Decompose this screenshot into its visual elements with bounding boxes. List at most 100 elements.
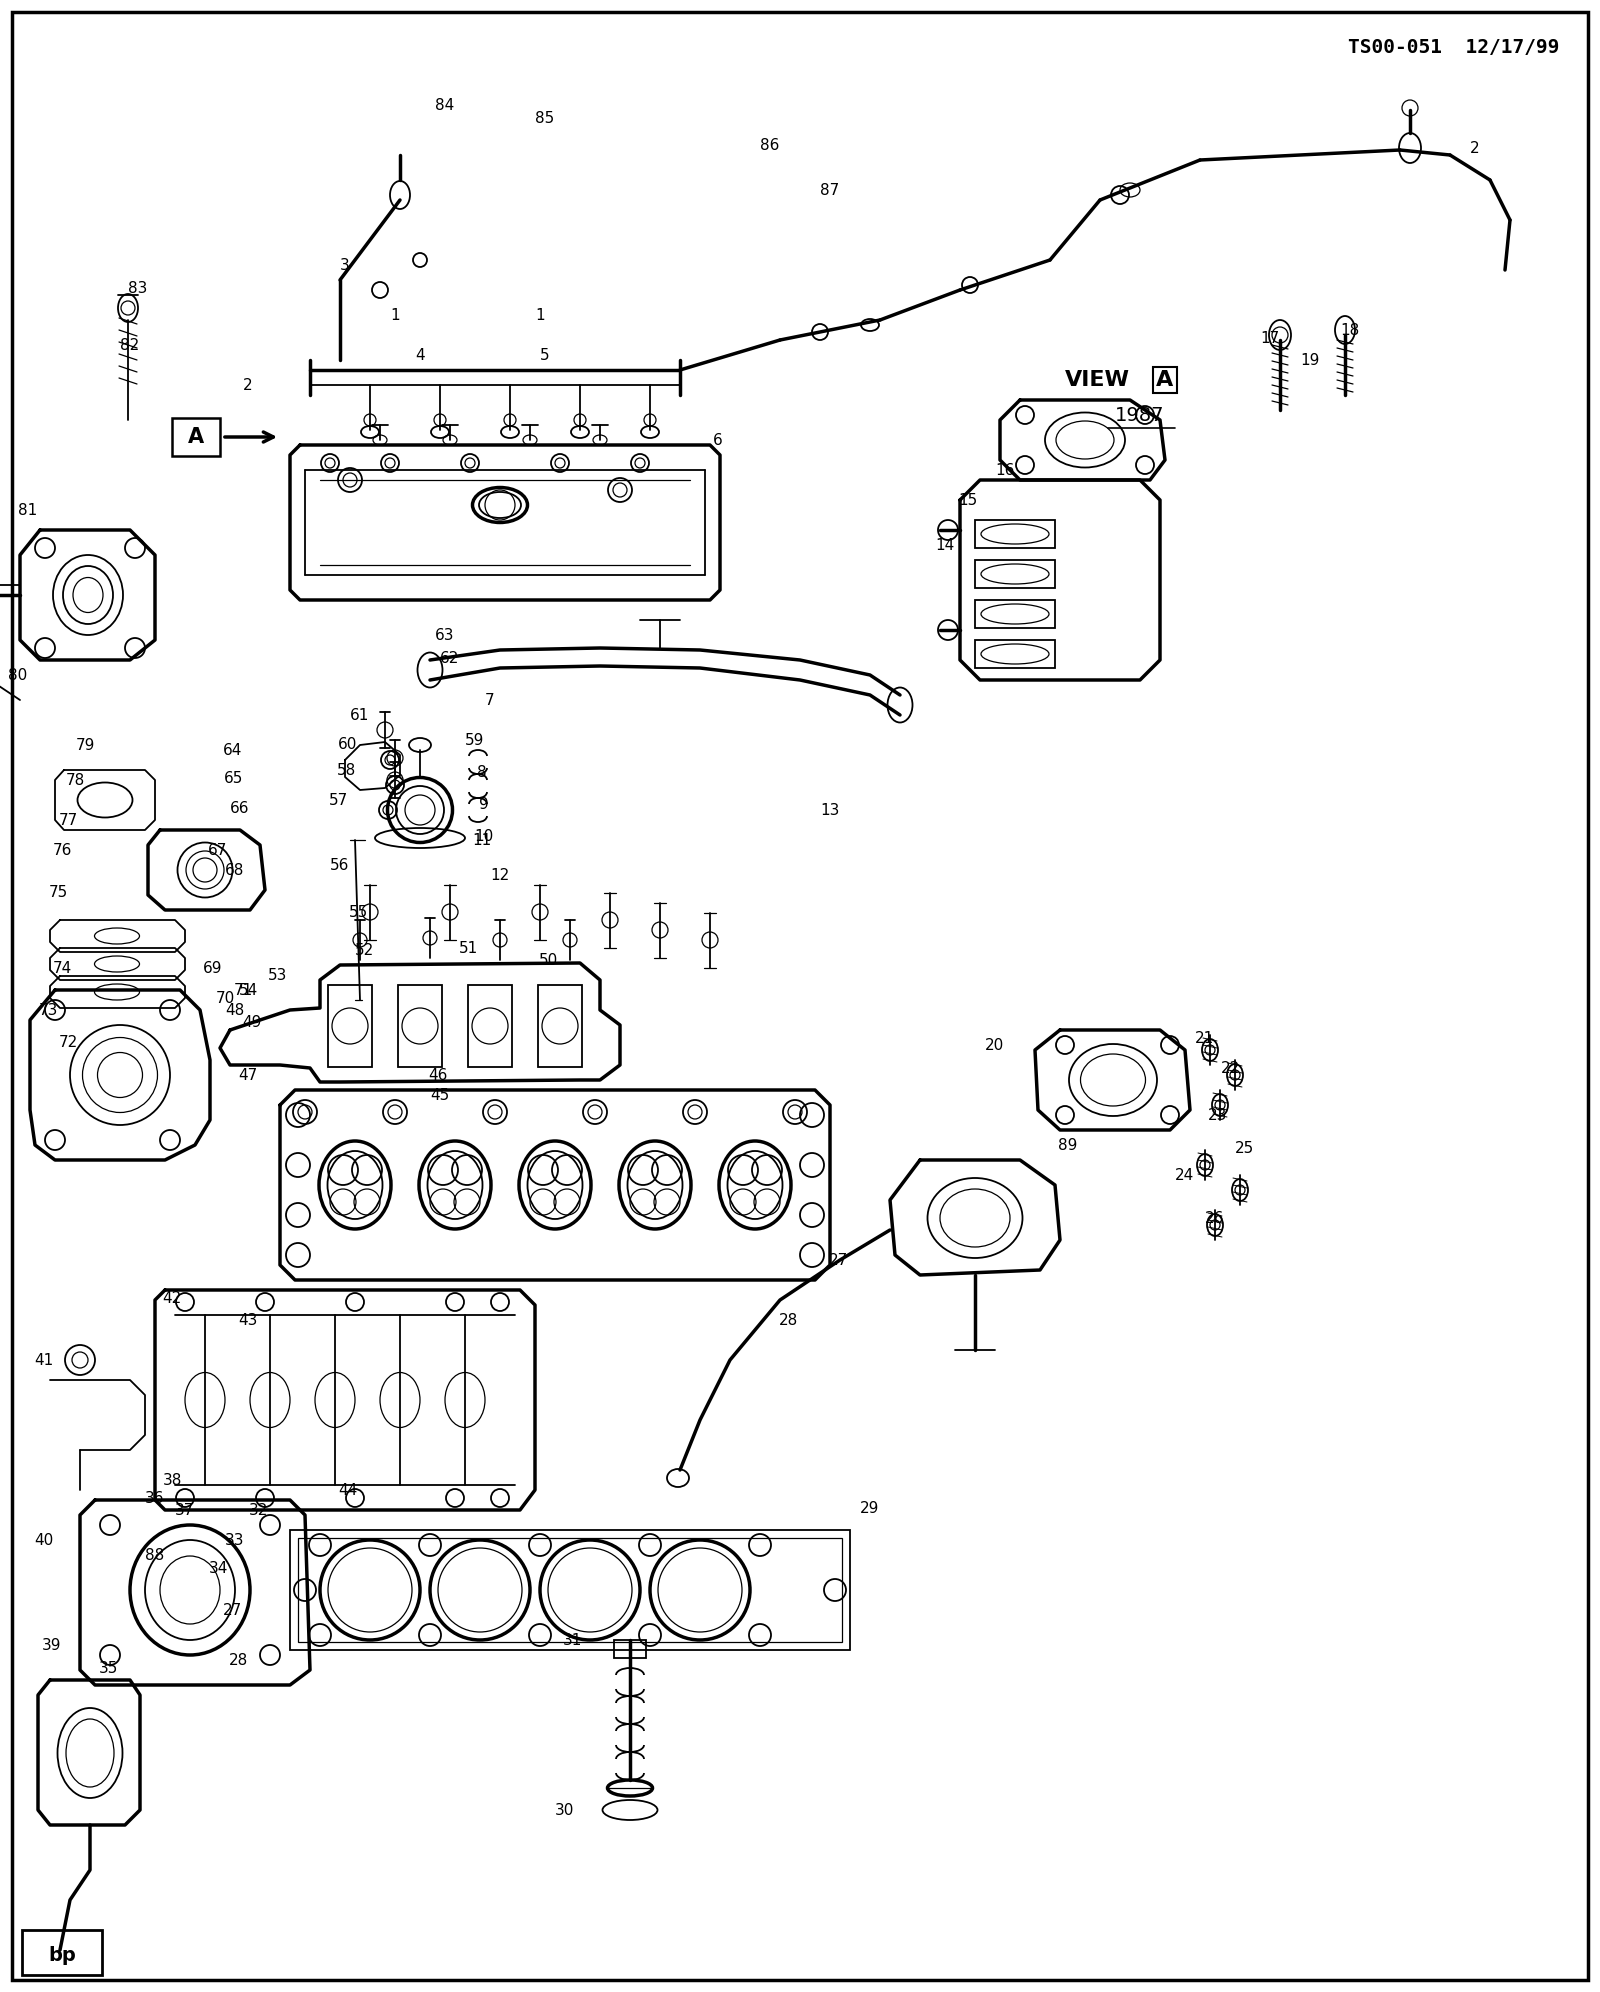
Text: 86: 86 bbox=[760, 137, 779, 153]
Text: 33: 33 bbox=[226, 1532, 245, 1548]
Text: 13: 13 bbox=[821, 803, 840, 817]
Text: 7: 7 bbox=[485, 693, 494, 707]
Text: 15: 15 bbox=[958, 492, 978, 508]
Text: 2: 2 bbox=[1470, 141, 1480, 155]
Text: 41: 41 bbox=[34, 1353, 54, 1367]
Text: 28: 28 bbox=[778, 1313, 798, 1327]
Text: 89: 89 bbox=[1058, 1137, 1078, 1153]
Text: spo: spo bbox=[1474, 1930, 1504, 1946]
Text: 57: 57 bbox=[328, 793, 347, 807]
Text: 14: 14 bbox=[936, 538, 955, 552]
Text: 47: 47 bbox=[238, 1068, 258, 1082]
Text: 76: 76 bbox=[53, 843, 72, 857]
Text: 63: 63 bbox=[435, 627, 454, 643]
Text: 34: 34 bbox=[208, 1560, 227, 1576]
Text: 1: 1 bbox=[534, 307, 546, 323]
Text: gm: gm bbox=[1475, 1902, 1502, 1916]
Text: 67: 67 bbox=[208, 843, 227, 857]
Text: 55: 55 bbox=[349, 904, 368, 920]
Text: 3: 3 bbox=[341, 257, 350, 273]
Text: 48: 48 bbox=[226, 1002, 245, 1018]
Text: 6: 6 bbox=[714, 432, 723, 448]
Text: 10: 10 bbox=[474, 829, 494, 843]
Text: 1987: 1987 bbox=[1115, 406, 1165, 424]
Text: TS00-051  12/17/99: TS00-051 12/17/99 bbox=[1349, 38, 1560, 58]
Text: 2: 2 bbox=[243, 378, 253, 392]
Text: 59: 59 bbox=[466, 733, 485, 747]
Text: 18: 18 bbox=[1341, 323, 1360, 337]
Bar bbox=[328, 984, 371, 1068]
Text: 23: 23 bbox=[1208, 1108, 1227, 1123]
Text: 22: 22 bbox=[1221, 1060, 1240, 1076]
Text: 19: 19 bbox=[1301, 353, 1320, 367]
Text: 71: 71 bbox=[234, 982, 253, 998]
Text: 51: 51 bbox=[458, 940, 478, 956]
Text: 42: 42 bbox=[162, 1291, 182, 1305]
Text: 28: 28 bbox=[229, 1653, 248, 1667]
Bar bbox=[173, 418, 221, 456]
Text: 79: 79 bbox=[75, 737, 94, 753]
Text: 88: 88 bbox=[146, 1548, 165, 1562]
Bar bbox=[538, 984, 582, 1068]
Text: 29: 29 bbox=[861, 1500, 880, 1516]
Text: 85: 85 bbox=[536, 110, 555, 125]
Text: 4: 4 bbox=[414, 347, 426, 363]
Text: 27: 27 bbox=[829, 1253, 848, 1267]
Text: 78: 78 bbox=[66, 773, 85, 787]
Text: 17: 17 bbox=[1261, 331, 1280, 345]
Text: 84: 84 bbox=[435, 98, 454, 112]
Text: 83: 83 bbox=[128, 281, 147, 295]
Bar bbox=[974, 520, 1054, 548]
Text: 87: 87 bbox=[821, 183, 840, 197]
Text: 69: 69 bbox=[203, 960, 222, 976]
Text: 50: 50 bbox=[538, 952, 558, 968]
Text: 80: 80 bbox=[8, 667, 27, 683]
Text: 30: 30 bbox=[555, 1803, 574, 1817]
Bar bbox=[298, 1538, 842, 1641]
Text: 8: 8 bbox=[477, 765, 486, 779]
Text: 53: 53 bbox=[269, 968, 288, 982]
Text: 45: 45 bbox=[430, 1088, 450, 1102]
Text: 58: 58 bbox=[336, 763, 355, 777]
Text: 54: 54 bbox=[238, 982, 258, 998]
Bar bbox=[974, 600, 1054, 627]
Text: 1: 1 bbox=[390, 307, 400, 323]
Text: bp: bp bbox=[48, 1946, 75, 1964]
Text: 72: 72 bbox=[58, 1034, 78, 1050]
Text: 37: 37 bbox=[176, 1502, 195, 1518]
Text: 73: 73 bbox=[38, 1002, 58, 1018]
Text: 77: 77 bbox=[58, 813, 78, 827]
Text: 39: 39 bbox=[42, 1637, 62, 1653]
Text: 31: 31 bbox=[562, 1633, 582, 1647]
Text: 66: 66 bbox=[230, 801, 250, 815]
Text: 49: 49 bbox=[242, 1014, 262, 1030]
Text: 46: 46 bbox=[429, 1068, 448, 1082]
Text: 36: 36 bbox=[146, 1490, 165, 1506]
Text: 9: 9 bbox=[478, 797, 490, 811]
Bar bbox=[467, 984, 512, 1068]
Text: 68: 68 bbox=[226, 863, 245, 878]
Text: 40: 40 bbox=[34, 1532, 54, 1548]
Text: 5: 5 bbox=[541, 347, 550, 363]
Text: 12: 12 bbox=[490, 867, 510, 882]
Text: 26: 26 bbox=[1205, 1211, 1224, 1225]
Text: 52: 52 bbox=[355, 942, 374, 958]
Bar bbox=[290, 1530, 850, 1649]
Text: VIEW: VIEW bbox=[1066, 371, 1130, 390]
Text: 75: 75 bbox=[48, 884, 67, 900]
Text: A: A bbox=[1157, 371, 1174, 390]
Text: 35: 35 bbox=[98, 1661, 118, 1675]
Text: 27: 27 bbox=[222, 1602, 242, 1618]
Text: 44: 44 bbox=[338, 1482, 358, 1498]
Text: 74: 74 bbox=[53, 960, 72, 976]
Text: 56: 56 bbox=[330, 857, 350, 872]
Text: 60: 60 bbox=[338, 737, 358, 751]
Bar bbox=[22, 1930, 102, 1974]
Text: 65: 65 bbox=[224, 771, 243, 785]
Text: 62: 62 bbox=[440, 651, 459, 665]
Bar bbox=[974, 560, 1054, 588]
Text: 43: 43 bbox=[238, 1313, 258, 1327]
Text: 24: 24 bbox=[1176, 1167, 1195, 1183]
Bar bbox=[614, 1639, 646, 1657]
Text: 32: 32 bbox=[248, 1502, 267, 1518]
